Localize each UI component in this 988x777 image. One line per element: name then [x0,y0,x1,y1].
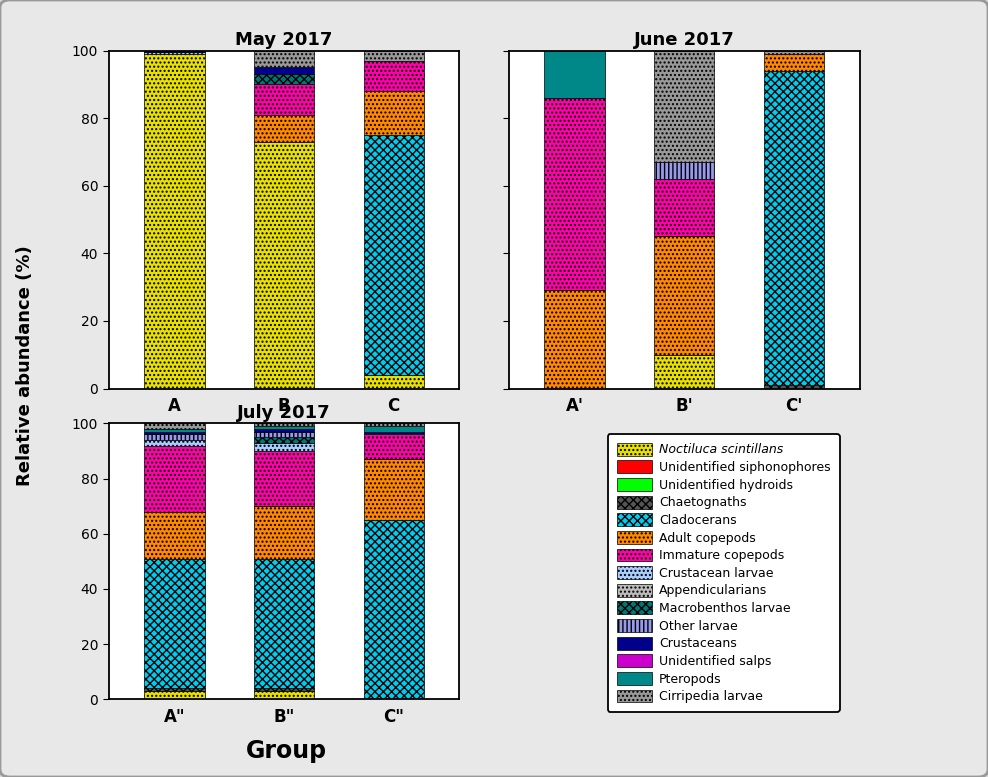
Bar [254,115,314,141]
Bar [364,520,424,699]
Bar [364,91,424,135]
Bar [144,423,205,429]
Bar [144,445,205,512]
Bar [544,98,605,291]
Bar [144,434,205,440]
Bar [364,432,424,434]
Bar [254,427,314,429]
Bar [144,440,205,445]
Bar [364,459,424,520]
Bar [764,71,824,385]
Bar [144,688,205,691]
Bar [654,354,714,388]
Bar [364,434,424,459]
Bar [364,375,424,388]
Bar [544,291,605,388]
Bar [364,61,424,91]
Title: May 2017: May 2017 [235,31,333,49]
Bar [254,429,314,432]
Bar [654,162,714,179]
Bar [254,691,314,699]
Bar [254,74,314,84]
Bar [654,236,714,354]
Bar [364,423,424,427]
Bar [764,51,824,54]
Bar [254,507,314,559]
Bar [144,432,205,434]
Bar [144,52,205,54]
Bar [764,385,824,388]
Bar [364,135,424,375]
Bar [144,512,205,559]
Title: July 2017: July 2017 [237,404,331,422]
Bar [364,51,424,61]
Title: June 2017: June 2017 [634,31,734,49]
Bar [654,51,714,162]
Bar [254,443,314,451]
Bar [144,691,205,699]
Bar [254,432,314,437]
Bar [254,451,314,507]
Bar [144,429,205,432]
Legend: Noctiluca scintillans, Unidentified siphonophores, Unidentified hydroids, Chaeto: Noctiluca scintillans, Unidentified siph… [608,434,840,712]
Bar [654,179,714,236]
Bar [254,423,314,427]
Bar [144,559,205,688]
Bar [254,51,314,68]
Bar [254,688,314,691]
Bar [254,141,314,388]
Bar [364,427,424,432]
Bar [254,437,314,443]
Bar [254,559,314,688]
Bar [144,51,205,52]
Bar [764,54,824,71]
Bar [254,68,314,74]
Bar [544,51,605,98]
Bar [144,54,205,388]
Bar [254,85,314,115]
Text: Group: Group [246,739,327,762]
Text: Relative abundance (%): Relative abundance (%) [16,245,34,486]
